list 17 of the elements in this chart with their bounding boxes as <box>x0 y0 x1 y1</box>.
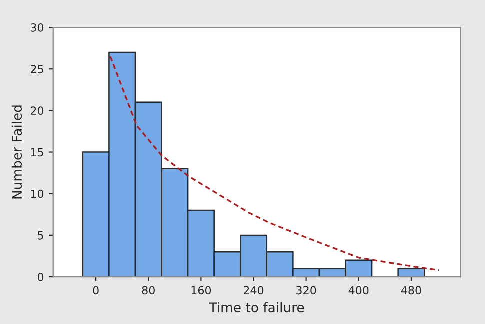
x-tick-label: 160 <box>192 286 212 295</box>
y-tick-label: 25 <box>31 65 44 74</box>
x-tick-label: 0 <box>93 286 99 295</box>
x-tick-label: 320 <box>296 286 316 295</box>
x-tick-label: 80 <box>142 286 155 295</box>
x-tick-label: 400 <box>348 286 369 295</box>
y-tick-label: 0 <box>38 272 44 282</box>
x-tick-label: 240 <box>244 286 264 295</box>
line-series <box>110 56 440 272</box>
y-tick-label: 20 <box>31 106 44 116</box>
y-axis-title: Number Failed <box>12 106 22 199</box>
x-axis-title: Time to failure <box>209 302 304 313</box>
y-tick-label: 30 <box>31 24 44 32</box>
y-tick-label: 15 <box>31 148 44 157</box>
y-tick-label: 5 <box>38 232 44 240</box>
y-tick-label: 10 <box>31 190 44 198</box>
x-tick-label: 480 <box>401 286 422 295</box>
